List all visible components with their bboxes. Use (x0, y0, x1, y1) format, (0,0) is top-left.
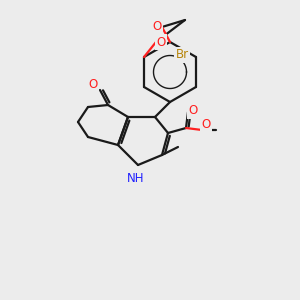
Text: NH: NH (127, 172, 145, 185)
Text: O: O (201, 118, 211, 131)
Text: Br: Br (176, 49, 188, 62)
Text: O: O (156, 35, 166, 49)
Text: O: O (188, 104, 198, 118)
Text: O: O (152, 20, 162, 34)
Text: O: O (88, 77, 98, 91)
